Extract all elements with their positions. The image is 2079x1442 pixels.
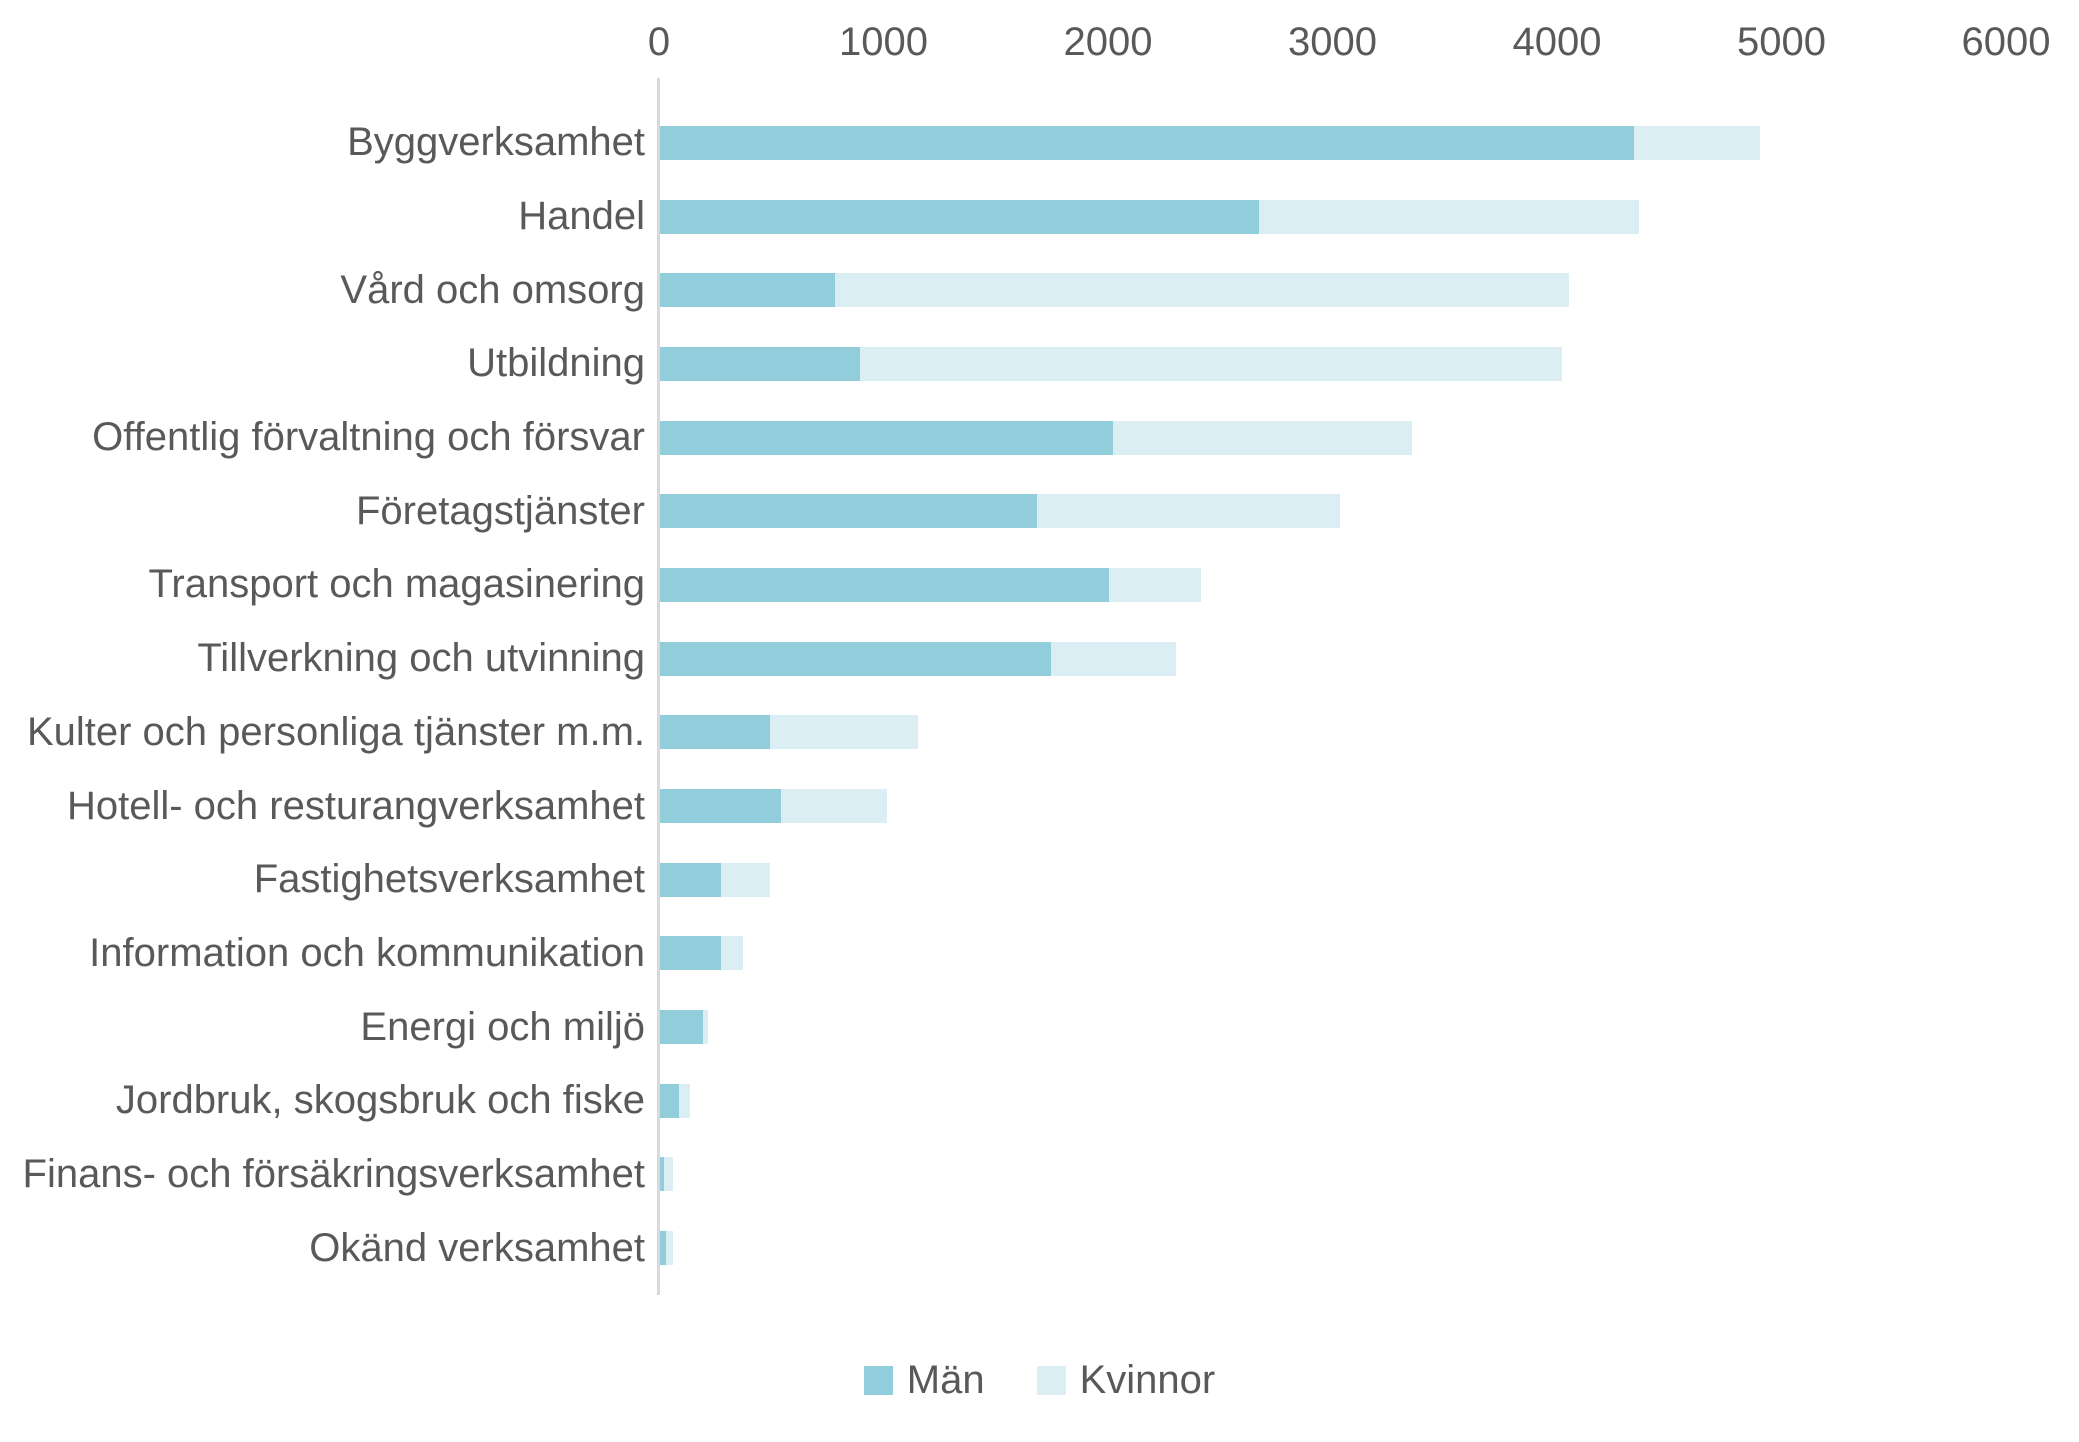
x-axis-tick-label: 4000 (1512, 20, 1602, 64)
bar-segment-män (660, 862, 721, 897)
bar-row: Fastighetsverksamhet (0, 843, 2079, 917)
x-axis-tick-label: 3000 (1288, 20, 1377, 64)
x-axis-tick-label: 5000 (1737, 20, 1826, 64)
bar-segment-kvinnor (720, 936, 744, 971)
category-label: Utbildning (467, 341, 645, 386)
bar-segment-män (660, 125, 1635, 160)
bar-segment-män (660, 1083, 680, 1118)
plot-area: Byggverksamhet Handel Vård och omsorg Utbil… (0, 106, 2079, 1285)
legend: Män Kvinnor (0, 1358, 2079, 1403)
bar-track (660, 273, 2007, 308)
legend-swatch-män (863, 1366, 893, 1395)
x-axis-tick-label: 6000 (1961, 20, 2051, 64)
bar-row: Information och kommunikation (0, 917, 2079, 991)
bar-segment-män (660, 199, 1260, 234)
category-label: Offentlig förvaltning och försvar (92, 415, 645, 460)
bar-segment-kvinnor (1109, 567, 1202, 602)
bar-track (660, 420, 2007, 455)
bar-track (660, 1010, 2007, 1045)
category-label: Jordbruk, skogsbruk och fiske (115, 1078, 645, 1123)
bar-segment-kvinnor (702, 1010, 709, 1045)
category-label: Byggverksamhet (347, 120, 645, 165)
bar-track (660, 1083, 2007, 1118)
bar-segment-kvinnor (665, 1231, 674, 1266)
legend-item-kvinnor: Kvinnor (1036, 1358, 1216, 1403)
bar-track (660, 199, 2007, 234)
bar-segment-kvinnor (770, 715, 919, 750)
legend-label: Kvinnor (1079, 1358, 1216, 1402)
category-label: Energi och miljö (360, 1004, 645, 1049)
bar-row: Utbildning (0, 327, 2079, 401)
bar-row: Offentlig förvaltning och försvar (0, 401, 2079, 475)
bar-track (660, 936, 2007, 971)
bar-segment-kvinnor (781, 789, 887, 824)
bar-segment-män (660, 641, 1051, 676)
category-label: Tillverkning och utvinning (197, 636, 645, 681)
bar-segment-män (660, 1231, 666, 1266)
x-axis-tick-label: 1000 (839, 20, 928, 64)
bar-track (660, 346, 2007, 381)
bar-row: Tillverkning och utvinning (0, 622, 2079, 696)
category-label: Kulter och personliga tjänster m.m. (26, 709, 645, 754)
bar-row: Handel (0, 180, 2079, 254)
legend-swatch-kvinnor (1036, 1366, 1066, 1395)
legend-item-män: Män (863, 1358, 985, 1403)
bar-segment-kvinnor (679, 1083, 691, 1118)
category-label: Fastighetsverksamhet (253, 857, 645, 902)
bar-track (660, 494, 2007, 529)
bar-segment-kvinnor (835, 273, 1570, 308)
bar-track (660, 789, 2007, 824)
bar-row: Företagstjänster (0, 474, 2079, 548)
bar-segment-män (660, 346, 860, 381)
bar-segment-män (660, 789, 782, 824)
bar-track (660, 641, 2007, 676)
bar-row: Okänd verksamhet (0, 1211, 2079, 1285)
category-label: Handel (518, 194, 645, 239)
bar-segment-kvinnor (1634, 125, 1761, 160)
bar-track (660, 1231, 2007, 1266)
bar-row: Vård och omsorg (0, 253, 2079, 327)
bar-track (660, 125, 2007, 160)
category-label: Företagstjänster (355, 488, 645, 533)
bar-segment-kvinnor (859, 346, 1563, 381)
bar-segment-kvinnor (664, 1157, 674, 1192)
x-axis: 0 1000 2000 3000 4000 5000 6000 (648, 16, 2051, 68)
category-label: Finans- och försäkringsverksamhet (22, 1151, 645, 1196)
bar-segment-män (660, 273, 836, 308)
bar-segment-kvinnor (1037, 494, 1341, 529)
category-label: Hotell- och resturangverksamhet (66, 783, 645, 828)
bar-row: Finans- och försäkringsverksamhet (0, 1138, 2079, 1212)
category-label: Vård och omsorg (340, 267, 645, 312)
bar-segment-män (660, 1157, 665, 1192)
bar-row: Kulter och personliga tjänster m.m. (0, 696, 2079, 770)
bar-segment-kvinnor (1259, 199, 1639, 234)
category-label: Information och kommunikation (89, 930, 645, 975)
bar-segment-män (660, 567, 1109, 602)
bar-row: Hotell- och resturangverksamhet (0, 769, 2079, 843)
bar-segment-män (660, 936, 721, 971)
category-label: Transport och magasinering (148, 562, 645, 607)
x-axis-tick-label: 0 (647, 20, 671, 64)
bar-segment-män (660, 494, 1038, 529)
bar-track (660, 715, 2007, 750)
bar-track (660, 862, 2007, 897)
bar-row: Energi och miljö (0, 990, 2079, 1064)
category-label: Okänd verksamhet (309, 1225, 645, 1270)
bar-segment-män (660, 1010, 703, 1045)
x-axis-tick-label: 2000 (1063, 20, 1153, 64)
bar-track (660, 1157, 2007, 1192)
bar-segment-kvinnor (1050, 641, 1177, 676)
bar-row: Transport och magasinering (0, 548, 2079, 622)
bar-track (660, 567, 2007, 602)
bar-segment-män (660, 420, 1114, 455)
bar-segment-kvinnor (1113, 420, 1413, 455)
legend-label: Män (906, 1358, 985, 1402)
bar-segment-kvinnor (720, 862, 770, 897)
bar-row: Jordbruk, skogsbruk och fiske (0, 1064, 2079, 1138)
bar-row: Byggverksamhet (0, 106, 2079, 180)
y-axis-line (657, 78, 660, 1295)
bar-segment-män (660, 715, 770, 750)
